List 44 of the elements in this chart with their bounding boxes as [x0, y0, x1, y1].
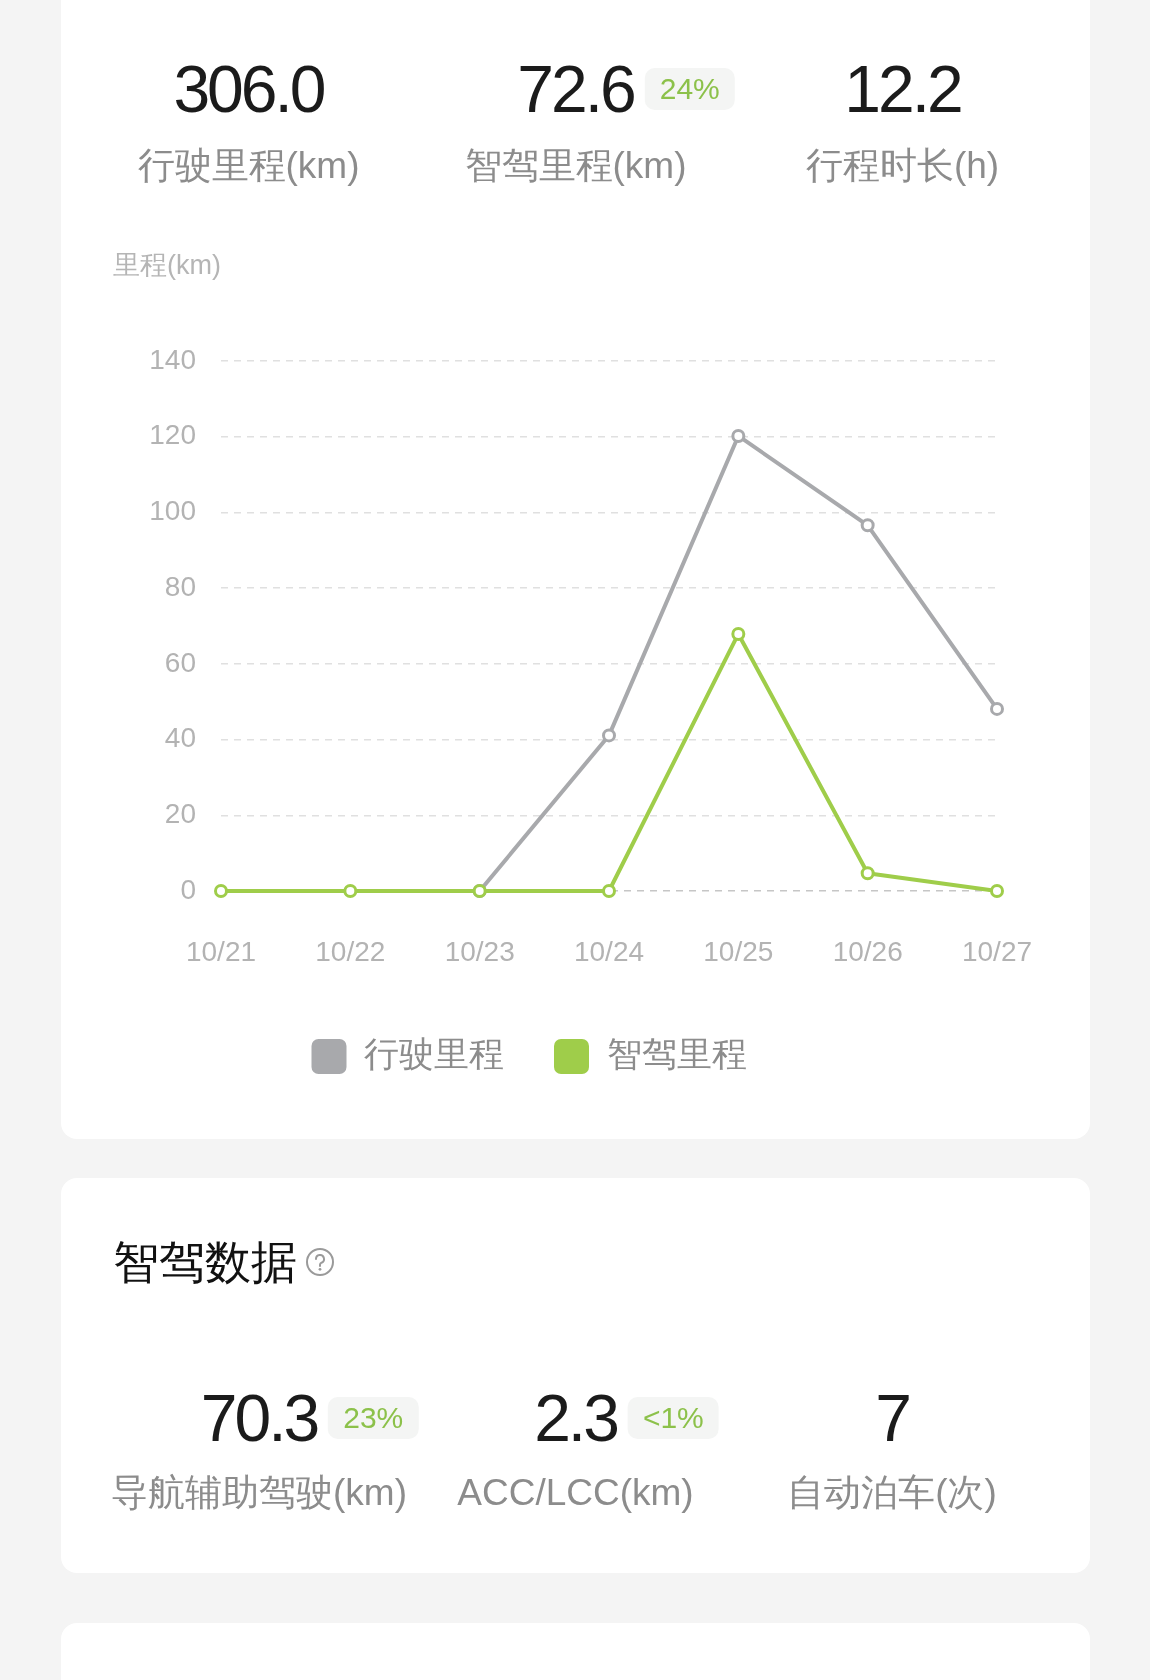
- point: [214, 884, 228, 898]
- text: 24%: [659, 72, 720, 105]
- category-label: 行驶里程(km): [137, 145, 360, 186]
- point: [731, 428, 746, 443]
- category-label: ACC/LCC(km): [457, 1472, 694, 1513]
- data-label: 72.6: [517, 52, 634, 126]
- y-tick-label: 60: [164, 646, 196, 678]
- text: <1%: [642, 1401, 704, 1434]
- data-label: 12.2: [844, 52, 961, 126]
- x-tick-label: 10/21: [185, 935, 257, 967]
- point: [990, 701, 1004, 716]
- x-tick-label: 10/23: [444, 935, 515, 967]
- y-tick-label: 120: [149, 419, 196, 451]
- data-label: 2.3: [534, 1381, 617, 1455]
- point: [860, 518, 875, 533]
- point: [343, 884, 358, 898]
- y-tick-label: 20: [164, 798, 196, 829]
- category-label: 智驾里程(km): [464, 145, 687, 186]
- x-tick-label: 10/27: [961, 935, 1033, 967]
- data-label: 306.0: [173, 52, 324, 126]
- point: [602, 728, 616, 743]
- point: [990, 884, 1004, 898]
- point: [602, 884, 616, 898]
- legend-label: 行驶里程: [364, 1034, 504, 1074]
- x-tick-label: 10/22: [315, 935, 386, 967]
- category-label: 行程时长(h): [805, 145, 1000, 186]
- text: 智驾数据: [113, 1236, 297, 1288]
- y-tick-label: 80: [164, 570, 196, 602]
- category-label: 自动泊车(次): [787, 1472, 997, 1513]
- x-tick-label: 10/24: [573, 935, 645, 967]
- y-tick-label: 40: [164, 722, 196, 754]
- data-label: 70.3: [200, 1381, 318, 1455]
- y-axis-title: 里程(km): [113, 250, 221, 280]
- x-tick-label: 10/26: [832, 935, 903, 967]
- y-tick-label: 0: [180, 873, 196, 905]
- y-tick-label: 140: [149, 343, 196, 375]
- category-label: 导航辅助驾驶(km): [111, 1472, 407, 1513]
- point: [731, 626, 746, 641]
- text: 23%: [343, 1401, 404, 1434]
- y-tick-label: 100: [149, 495, 196, 527]
- point: [860, 866, 875, 881]
- data-label: 7: [875, 1381, 909, 1455]
- legend-label: 智驾里程: [606, 1034, 747, 1074]
- x-tick-label: 10/25: [703, 935, 774, 967]
